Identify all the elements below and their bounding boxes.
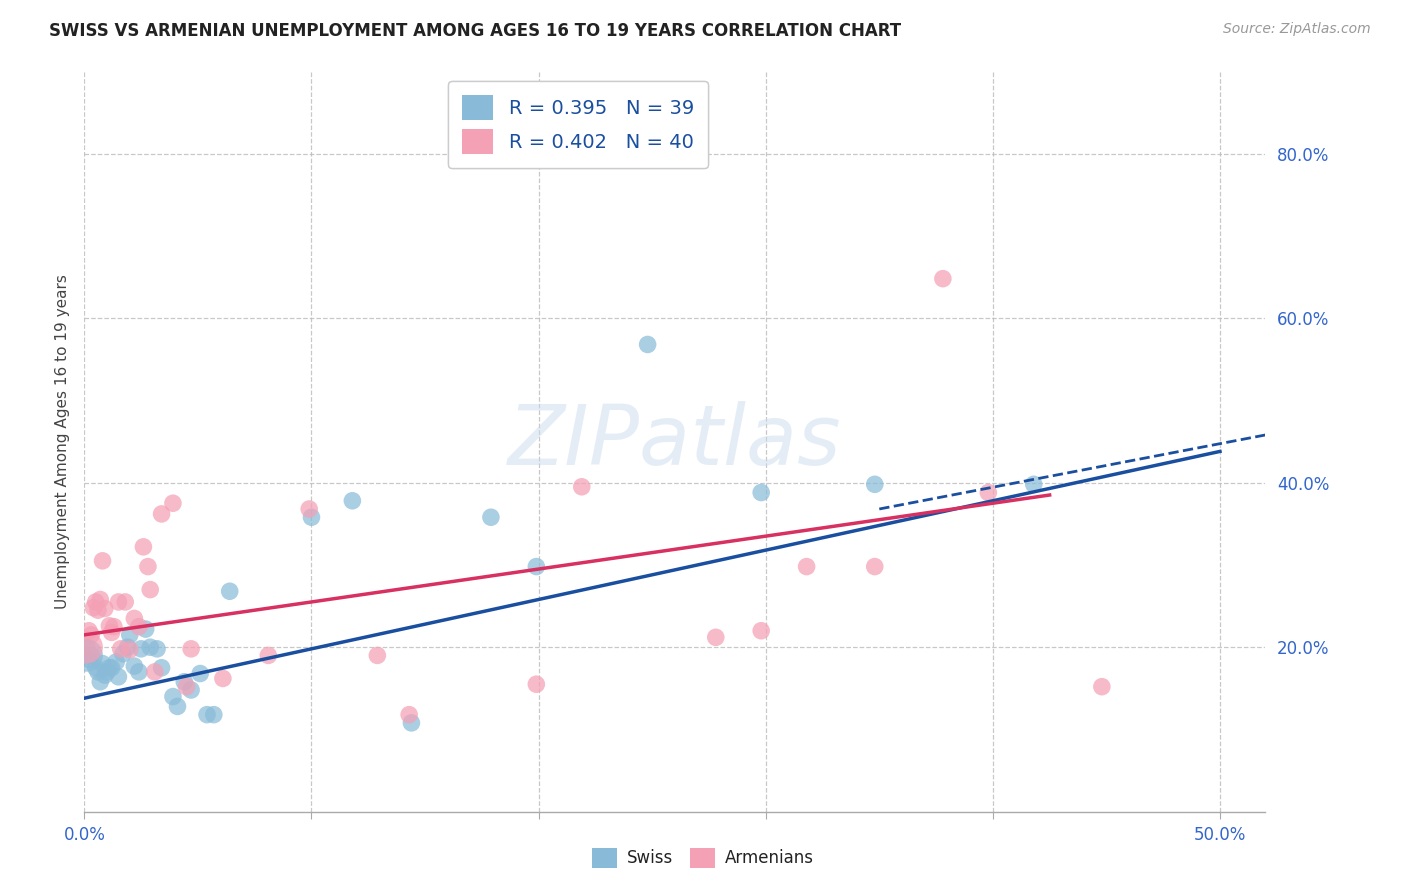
Point: [401, 715, 423, 730]
Point: [1091, 680, 1114, 694]
Point: [89, 674, 111, 689]
Point: [166, 699, 188, 714]
Point: [298, 502, 321, 516]
Point: [129, 641, 152, 656]
Point: [107, 670, 129, 684]
Point: [162, 690, 184, 704]
Point: [103, 619, 125, 633]
Point: [162, 496, 184, 510]
Point: [1022, 477, 1045, 491]
Point: [94, 601, 117, 615]
Point: [977, 485, 1000, 500]
Point: [118, 642, 141, 657]
Point: [105, 655, 128, 669]
Legend: R = 0.395   N = 39, R = 0.402   N = 40: R = 0.395 N = 39, R = 0.402 N = 40: [449, 81, 707, 168]
Point: [218, 584, 240, 599]
Point: [117, 640, 139, 655]
Point: [212, 672, 235, 686]
Point: [87, 665, 110, 679]
Point: [80, 648, 103, 663]
Point: [80, 628, 103, 642]
Point: [114, 595, 136, 609]
Legend: Swiss, Armenians: Swiss, Armenians: [585, 841, 821, 875]
Point: [128, 619, 150, 633]
Point: [100, 661, 122, 675]
Point: [146, 641, 169, 656]
Point: [863, 559, 886, 574]
Point: [180, 683, 202, 698]
Y-axis label: Unemployment Among Ages 16 to 19 years: Unemployment Among Ages 16 to 19 years: [55, 274, 70, 609]
Point: [749, 624, 772, 638]
Point: [107, 595, 129, 609]
Point: [77, 652, 100, 666]
Point: [173, 674, 195, 689]
Point: [143, 665, 166, 679]
Point: [749, 485, 772, 500]
Point: [180, 641, 202, 656]
Point: [118, 628, 141, 642]
Point: [150, 661, 173, 675]
Point: [128, 665, 150, 679]
Point: [124, 659, 146, 673]
Point: [135, 622, 157, 636]
Point: [91, 657, 114, 671]
Point: [100, 625, 122, 640]
Text: ZIPatlas: ZIPatlas: [508, 401, 842, 482]
Point: [195, 707, 218, 722]
Point: [202, 707, 225, 722]
Point: [98, 661, 121, 675]
Point: [398, 707, 420, 722]
Point: [124, 611, 146, 625]
Point: [76, 648, 98, 663]
Point: [257, 648, 280, 663]
Point: [87, 603, 110, 617]
Point: [863, 477, 886, 491]
Point: [96, 665, 118, 679]
Point: [301, 510, 323, 524]
Point: [84, 595, 107, 609]
Point: [366, 648, 388, 663]
Point: [76, 640, 98, 655]
Point: [188, 666, 211, 681]
Point: [132, 540, 155, 554]
Point: [796, 559, 818, 574]
Point: [136, 559, 159, 574]
Point: [704, 630, 727, 644]
Point: [342, 493, 364, 508]
Point: [571, 480, 593, 494]
Text: Source: ZipAtlas.com: Source: ZipAtlas.com: [1223, 22, 1371, 37]
Point: [110, 641, 132, 656]
Point: [524, 559, 547, 574]
Point: [84, 661, 107, 675]
Point: [524, 677, 547, 691]
Point: [91, 554, 114, 568]
Point: [94, 668, 117, 682]
Point: [139, 582, 162, 597]
Point: [89, 592, 111, 607]
Point: [637, 337, 659, 351]
Text: SWISS VS ARMENIAN UNEMPLOYMENT AMONG AGES 16 TO 19 YEARS CORRELATION CHART: SWISS VS ARMENIAN UNEMPLOYMENT AMONG AGE…: [49, 22, 901, 40]
Point: [98, 619, 121, 633]
Point: [932, 271, 955, 285]
Point: [111, 647, 134, 661]
Point: [76, 640, 98, 655]
Point: [82, 600, 104, 615]
Point: [139, 640, 162, 655]
Point: [479, 510, 502, 524]
Point: [77, 624, 100, 638]
Point: [150, 507, 173, 521]
Point: [176, 680, 198, 694]
